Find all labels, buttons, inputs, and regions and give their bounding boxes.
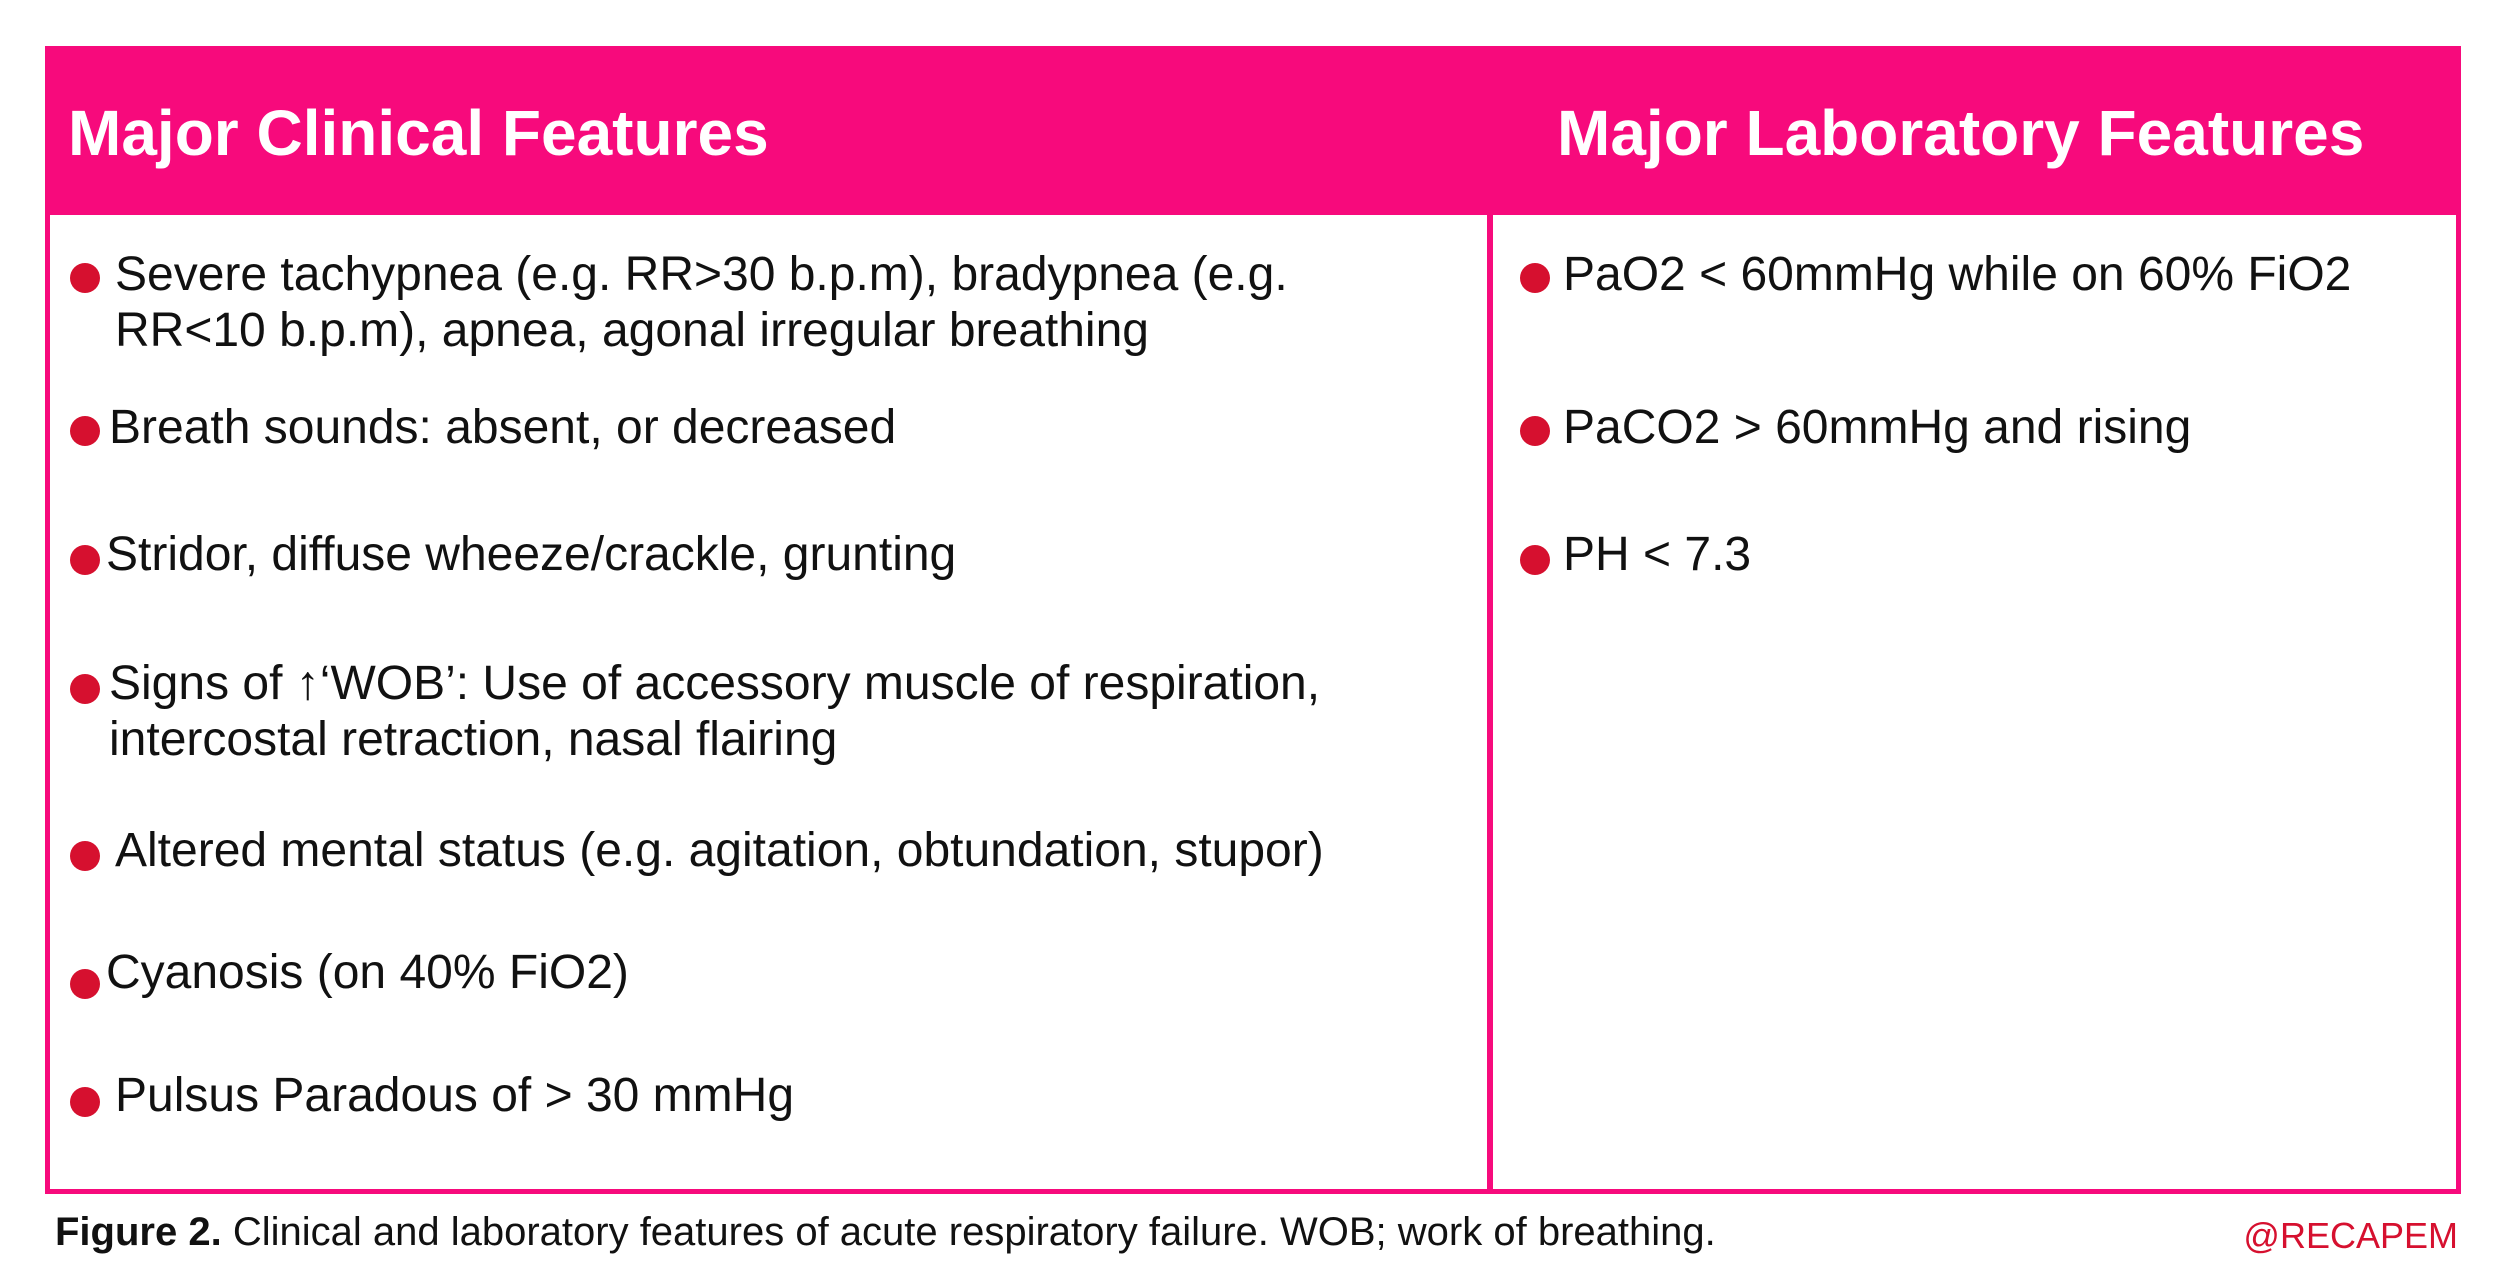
clinical-item-6-line-1: Cyanosis (on 40% FiO2) — [106, 946, 629, 999]
column-divider — [1487, 51, 1493, 1189]
lab-item-1-line-1: PaO2 < 60mmHg while on 60% FiO2 — [1563, 248, 2352, 301]
clinical-item-1-line-1: Severe tachypnea (e.g. RR>30 b.p.m), bra… — [115, 248, 1288, 301]
figure-caption: Figure 2. Clinical and laboratory featur… — [55, 1208, 1716, 1256]
clinical-item-3: Stridor, diffuse wheeze/crackle, gruntin… — [106, 527, 956, 583]
clinical-item-5: Altered mental status (e.g. agitation, o… — [115, 823, 1324, 879]
lab-item-1: PaO2 < 60mmHg while on 60% FiO2 — [1563, 247, 2351, 303]
clinical-item-4-line-2: intercostal retraction, nasal flairing — [109, 713, 838, 766]
clinical-item-4: Signs of ↑‘WOB’: Use of accessory muscle… — [109, 656, 1320, 768]
lab-item-2-line-1: PaCO2 > 60mmHg and rising — [1563, 401, 2192, 454]
clinical-item-5-line-1: Altered mental status (e.g. agitation, o… — [115, 824, 1324, 877]
clinical-item-7-line-1: Pulsus Paradous of > 30 mmHg — [115, 1069, 795, 1122]
bullet-icon — [70, 263, 100, 293]
clinical-item-1-line-2: RR<10 b.p.m), apnea, agonal irregular br… — [115, 304, 1149, 357]
bullet-icon — [70, 1087, 100, 1117]
figure-caption-label: Figure 2. — [55, 1210, 222, 1254]
laboratory-features-header: Major Laboratory Features — [1493, 51, 2456, 215]
lab-item-3: PH < 7.3 — [1563, 527, 1751, 583]
clinical-item-3-line-1: Stridor, diffuse wheeze/crackle, gruntin… — [106, 528, 957, 581]
bullet-icon — [70, 969, 100, 999]
clinical-item-7: Pulsus Paradous of > 30 mmHg — [115, 1068, 794, 1124]
clinical-item-1: Severe tachypnea (e.g. RR>30 b.p.m), bra… — [115, 247, 1288, 359]
bullet-icon — [1520, 416, 1550, 446]
clinical-item-4-line-1: Signs of ↑‘WOB’: Use of accessory muscle… — [109, 657, 1321, 710]
bullet-icon — [1520, 545, 1550, 575]
features-table: Major Clinical Features Major Laboratory… — [45, 46, 2461, 1194]
bullet-icon — [70, 416, 100, 446]
source-handle: @RECAPEM — [2243, 1215, 2458, 1256]
clinical-item-2-line-1: Breath sounds: absent, or decreased — [109, 401, 897, 454]
clinical-features-header: Major Clinical Features — [50, 51, 1487, 215]
lab-item-3-line-1: PH < 7.3 — [1563, 528, 1752, 581]
bullet-icon — [70, 674, 100, 704]
clinical-item-6: Cyanosis (on 40% FiO2) — [106, 945, 629, 1001]
bullet-icon — [70, 841, 100, 871]
clinical-item-2: Breath sounds: absent, or decreased — [109, 400, 896, 456]
figure-caption-text: Clinical and laboratory features of acut… — [221, 1210, 1716, 1254]
bullet-icon — [70, 545, 100, 575]
bullet-icon — [1520, 263, 1550, 293]
lab-item-2: PaCO2 > 60mmHg and rising — [1563, 400, 2191, 456]
